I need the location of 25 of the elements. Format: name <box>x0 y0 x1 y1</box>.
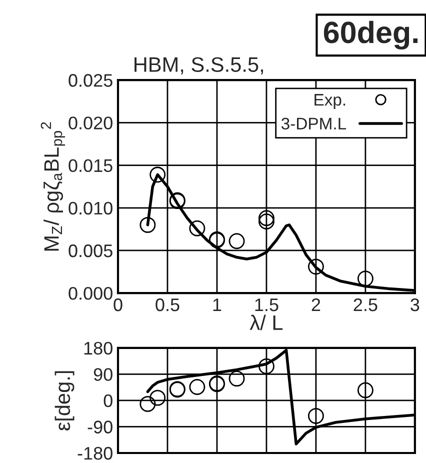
y-tick-label: 0.010 <box>68 202 112 215</box>
y-tick-label: -90 <box>88 420 112 434</box>
y-tick-label: 180 <box>84 342 112 355</box>
y-tick-label: 0.005 <box>68 244 112 258</box>
x-tick-label: 3 <box>410 298 420 312</box>
y-axis-title: ε[deg.] <box>54 371 74 430</box>
x-tick-label: 1 <box>213 298 222 312</box>
y-tick-label: 0.015 <box>68 159 112 172</box>
legend-label: Exp. <box>314 94 346 109</box>
x-tick-label: 1.5 <box>255 298 278 312</box>
x-tick-label: 2 <box>312 298 320 312</box>
y-tick-label: 0.025 <box>68 74 112 87</box>
x-axis-title: λ/ L <box>250 314 283 330</box>
x-tick-label: 0.5 <box>156 298 180 312</box>
y-axis-title: M$_{Z}$/ ρgζ$_{a}$BL$_{pp}$$^{2}$ <box>40 122 66 251</box>
legend-label: 3-DPM.L <box>281 118 346 130</box>
x-tick-label: 2.5 <box>354 298 378 312</box>
y-tick-label: 0.020 <box>68 116 112 130</box>
y-tick-label: -180 <box>78 446 112 460</box>
y-tick-label: 90 <box>94 368 112 381</box>
y-tick-label: 0.000 <box>68 287 112 300</box>
y-tick-label: 0 <box>104 394 112 408</box>
text: 60deg. <box>324 20 418 50</box>
x-tick-label: 0 <box>114 298 122 312</box>
chart-title: HBM, S.S.5.5, <box>134 57 263 74</box>
